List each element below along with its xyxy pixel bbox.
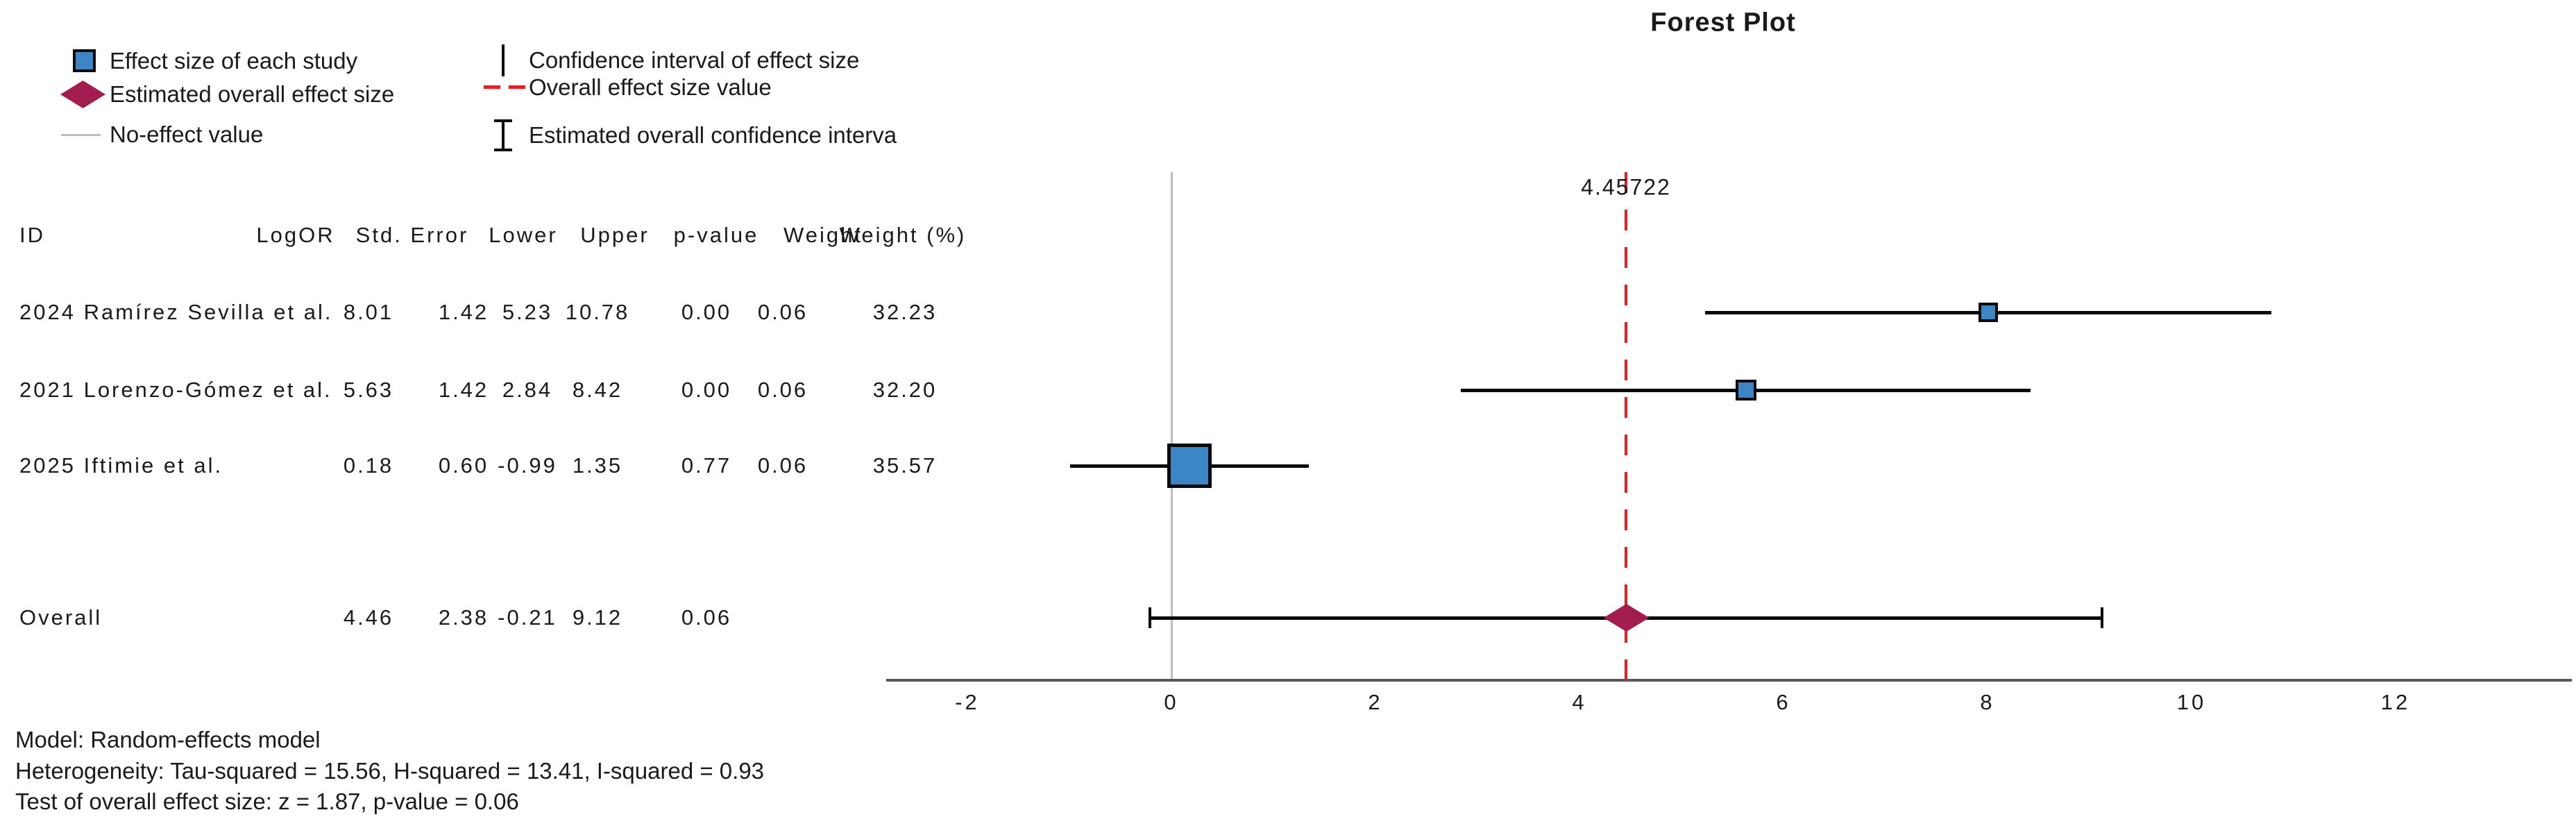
table-header-id: ID [19, 223, 45, 247]
footnote-model: Model: Random-effects model [15, 727, 321, 752]
table-cell-r2c5: 0.06 [757, 453, 808, 478]
x-tick-label-2: 2 [1368, 690, 1383, 714]
table-cell-r2c1: 0.60 [438, 453, 489, 478]
table-header-2: Lower [489, 223, 558, 247]
table-cell-r0c3: 10.78 [565, 300, 630, 324]
overall-effect-diamond [1603, 604, 1650, 632]
x-tick-label-8: 8 [1980, 690, 1995, 714]
table-cell-r1c1: 1.42 [438, 378, 489, 402]
table-row-id: 2024 Ramírez Sevilla et al. [19, 300, 333, 324]
no-effect-line [1171, 172, 1173, 680]
footnote-heterogeneity: Heterogeneity: Tau-squared = 15.56, H-sq… [15, 758, 765, 784]
table-cell-r2c4: 0.77 [681, 453, 732, 478]
study-square-icon [73, 49, 96, 72]
overall-diamond-icon [60, 81, 105, 108]
table-cell-r1c5: 0.06 [757, 378, 808, 402]
effect-size-marker-study-1 [1735, 380, 1756, 401]
overall-ci-icon-top-cap [494, 119, 512, 122]
table-cell-r0c6: 32.23 [872, 300, 938, 324]
legend-label-ci-line: Confidence interval of effect size [529, 47, 860, 73]
x-tick-label-12: 12 [2380, 690, 2411, 714]
overall-dash-icon [484, 85, 500, 89]
table-header-6: Weight (%) [839, 223, 967, 247]
table-cell-r0c4: 0.00 [681, 300, 732, 324]
table-cell-r2c6: 35.57 [872, 453, 938, 478]
overall-ci-right-cap [2100, 607, 2103, 628]
table-cell-r1c6: 32.20 [872, 378, 938, 402]
overall-effect-line [1625, 172, 1628, 680]
table-cell-overall-c3: 9.12 [572, 605, 623, 630]
x-tick-label-4: 4 [1572, 690, 1587, 714]
table-cell-r0c2: 5.23 [502, 300, 553, 324]
overall-ci-icon-bottom-cap [494, 149, 512, 151]
table-cell-r1c3: 8.42 [572, 378, 623, 402]
chart-title: Forest Plot [1650, 8, 1796, 37]
table-cell-r1c2: 2.84 [502, 378, 553, 402]
footnote-test: Test of overall effect size: z = 1.87, p… [15, 789, 519, 814]
table-row-id-overall: Overall [19, 605, 103, 630]
table-cell-r2c2: -0.99 [498, 453, 557, 478]
overall-dash-icon [509, 85, 525, 89]
table-cell-r0c1: 1.42 [438, 300, 489, 324]
x-tick-label-6: 6 [1776, 690, 1791, 714]
x-tick-label-0: 0 [1164, 690, 1179, 714]
table-row-id: 2021 Lorenzo-Gómez et al. [19, 378, 332, 402]
table-cell-r2c3: 1.35 [572, 453, 623, 478]
effect-size-marker-study-0 [1978, 303, 1999, 322]
table-cell-r2c0: 0.18 [343, 453, 394, 478]
table-header-3: Upper [580, 223, 650, 247]
legend-label-study-square: Effect size of each study [110, 48, 358, 74]
ci-line-icon [502, 44, 505, 76]
x-axis-line [886, 679, 2572, 682]
legend-label-overall-dash: Overall effect size value [529, 74, 772, 100]
overall-effect-value-label: 4.45722 [1581, 174, 1671, 200]
table-header-4: p-value [673, 223, 759, 247]
table-cell-r0c0: 8.01 [343, 300, 394, 324]
table-cell-overall-c0: 4.46 [343, 605, 394, 630]
effect-size-marker-study-2 [1167, 444, 1212, 488]
no-effect-line-icon [61, 134, 101, 136]
table-header-5: Weight [783, 223, 863, 247]
overall-ci-icon [502, 119, 505, 151]
table-row-id: 2025 Iftimie et al. [19, 453, 223, 478]
table-cell-overall-c1: 2.38 [438, 605, 489, 630]
table-cell-r1c4: 0.00 [681, 378, 732, 402]
table-header-0: LogOR [256, 223, 335, 247]
table-cell-r0c5: 0.06 [757, 300, 808, 324]
legend-label-no-effect: No-effect value [110, 121, 264, 147]
legend-label-overall-diamond: Estimated overall effect size [110, 81, 395, 107]
overall-ci-left-cap [1149, 607, 1152, 628]
x-tick-label--2: -2 [955, 690, 980, 714]
table-header-1: Std. Error [355, 223, 469, 247]
table-cell-overall-c2: -0.21 [498, 605, 557, 630]
table-cell-overall-c4: 0.06 [681, 605, 732, 630]
table-cell-r1c0: 5.63 [343, 378, 394, 402]
x-tick-label-10: 10 [2176, 690, 2207, 714]
legend-label-overall-ci: Estimated overall confidence interva [529, 122, 897, 148]
